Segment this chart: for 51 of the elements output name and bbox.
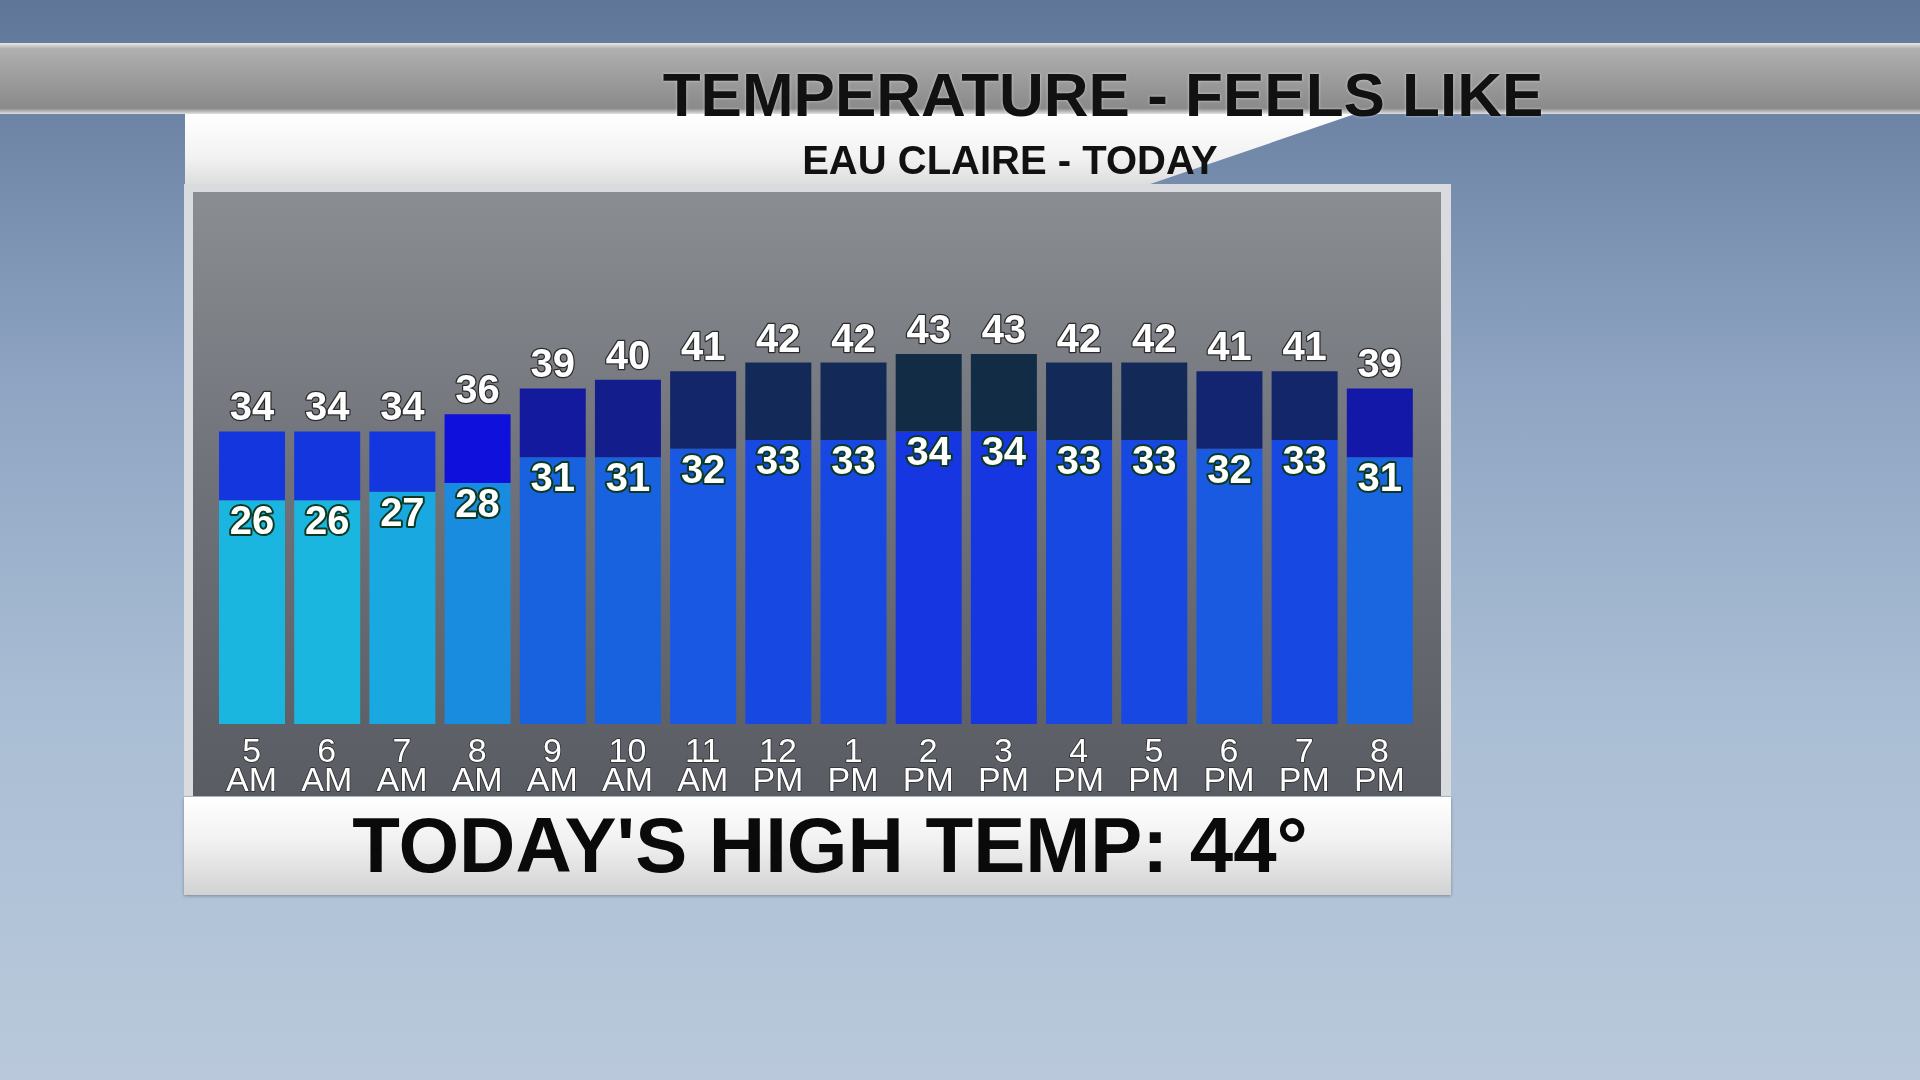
x-tick-label: 8 PM xyxy=(1353,731,1405,798)
x-tick-label: 1 PM xyxy=(827,731,879,798)
text: TODAY'S HIGH TEMP: 44° xyxy=(351,801,1309,889)
total-label: 41 xyxy=(1207,324,1252,369)
total-label: 34 xyxy=(304,384,351,429)
data-label: 33 xyxy=(1132,438,1177,483)
data-label: 33 xyxy=(831,438,876,483)
x-tick-label: 9 AM xyxy=(526,731,578,798)
total-label: 43 xyxy=(906,307,951,351)
total-label: 42 xyxy=(756,315,801,360)
total-label: 39 xyxy=(530,341,575,386)
data-label: 33 xyxy=(1282,438,1327,483)
x-tick-label: 7 PM xyxy=(1278,731,1330,798)
total-label: 42 xyxy=(1132,315,1177,360)
total-label: 41 xyxy=(680,324,726,369)
data-label: 33 xyxy=(1056,438,1102,483)
data-label: 34 xyxy=(981,429,1027,474)
data-label: 32 xyxy=(680,446,726,491)
x-tick-label: 5 AM xyxy=(226,731,278,798)
data-label: 28 xyxy=(455,481,500,526)
data-label: 31 xyxy=(1357,455,1403,500)
data-label: 31 xyxy=(530,455,575,500)
data-label: 26 xyxy=(229,498,275,543)
chart-title: TEMPERATURE - FEELS LIKE xyxy=(661,60,1545,129)
x-tick-label: 5 PM xyxy=(1128,731,1180,798)
x-tick-label: 6 AM xyxy=(301,731,353,798)
x-tick-label: 11 AM xyxy=(677,731,729,798)
total-label: 43 xyxy=(981,307,1027,351)
data-label: 26 xyxy=(304,498,350,543)
x-tick-label: 6 PM xyxy=(1203,731,1255,798)
chart-subtitle: EAU CLAIRE - TODAY xyxy=(801,138,1219,182)
total-label: 42 xyxy=(1056,315,1102,360)
total-label: 40 xyxy=(605,332,651,377)
data-label: 31 xyxy=(605,455,651,500)
x-tick-label: 2 PM xyxy=(902,731,954,798)
x-tick-label: 8 AM xyxy=(451,731,503,798)
data-label: 27 xyxy=(380,489,425,534)
data-label: 33 xyxy=(756,438,801,483)
x-tick-label: 4 PM xyxy=(1053,731,1105,798)
x-tick-label: 3 PM xyxy=(977,731,1029,798)
total-label: 41 xyxy=(1282,324,1327,369)
x-tick-label: 12 PM xyxy=(752,731,804,798)
x-tick-label: 10 AM xyxy=(602,731,654,798)
data-label: 34 xyxy=(906,429,952,474)
total-label: 42 xyxy=(831,315,876,360)
total-label: 34 xyxy=(380,384,426,429)
data-label: 32 xyxy=(1207,446,1252,491)
x-tick-label: 7 AM xyxy=(376,731,428,798)
total-label: 36 xyxy=(455,367,500,412)
total-label: 34 xyxy=(229,384,275,429)
total-label: 39 xyxy=(1357,341,1403,386)
